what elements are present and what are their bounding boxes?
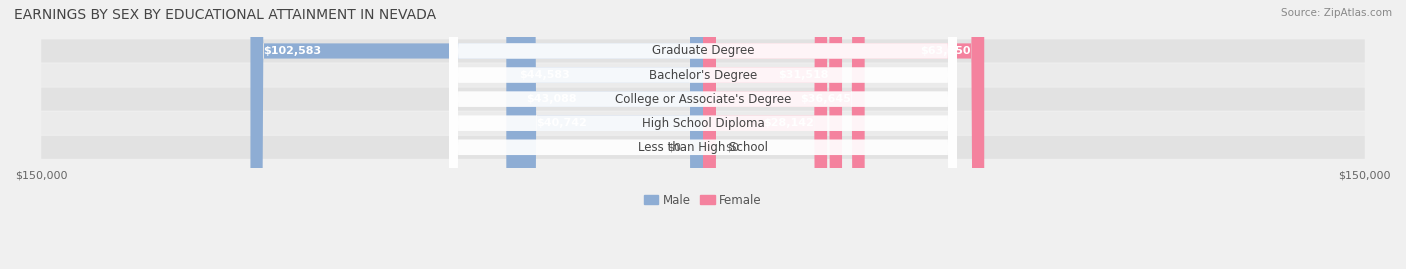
Text: Graduate Degree: Graduate Degree (652, 44, 754, 58)
Text: $43,088: $43,088 (526, 94, 576, 104)
FancyBboxPatch shape (450, 0, 956, 269)
FancyBboxPatch shape (703, 0, 842, 269)
Text: $63,750: $63,750 (921, 46, 972, 56)
FancyBboxPatch shape (41, 63, 1365, 87)
Text: Less than High School: Less than High School (638, 141, 768, 154)
FancyBboxPatch shape (703, 0, 865, 269)
Text: $102,583: $102,583 (264, 46, 322, 56)
FancyBboxPatch shape (41, 40, 1365, 62)
FancyBboxPatch shape (513, 0, 703, 269)
FancyBboxPatch shape (41, 88, 1365, 111)
Text: $31,518: $31,518 (779, 70, 828, 80)
Text: College or Associate's Degree: College or Associate's Degree (614, 93, 792, 106)
FancyBboxPatch shape (450, 0, 956, 269)
FancyBboxPatch shape (450, 0, 956, 269)
Text: Source: ZipAtlas.com: Source: ZipAtlas.com (1281, 8, 1392, 18)
Text: $0: $0 (666, 142, 681, 152)
Text: Bachelor's Degree: Bachelor's Degree (650, 69, 756, 82)
FancyBboxPatch shape (703, 0, 984, 269)
FancyBboxPatch shape (250, 0, 703, 269)
Text: $40,742: $40,742 (537, 118, 588, 128)
Text: $0: $0 (725, 142, 740, 152)
Text: High School Diploma: High School Diploma (641, 117, 765, 130)
Text: $28,142: $28,142 (763, 118, 814, 128)
FancyBboxPatch shape (523, 0, 703, 269)
Text: $44,583: $44,583 (520, 70, 571, 80)
FancyBboxPatch shape (450, 0, 956, 269)
Text: EARNINGS BY SEX BY EDUCATIONAL ATTAINMENT IN NEVADA: EARNINGS BY SEX BY EDUCATIONAL ATTAINMEN… (14, 8, 436, 22)
FancyBboxPatch shape (41, 136, 1365, 159)
Legend: Male, Female: Male, Female (640, 189, 766, 212)
FancyBboxPatch shape (450, 0, 956, 269)
FancyBboxPatch shape (506, 0, 703, 269)
FancyBboxPatch shape (41, 112, 1365, 135)
FancyBboxPatch shape (703, 0, 827, 269)
Text: $36,645: $36,645 (800, 94, 852, 104)
